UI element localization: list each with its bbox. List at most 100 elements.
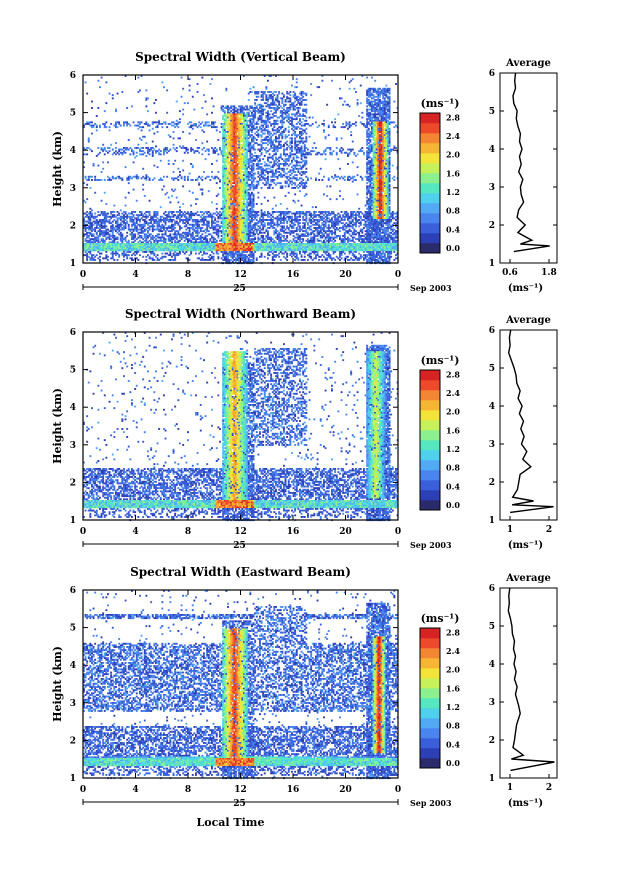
heatmap-cell xyxy=(172,246,175,249)
heatmap-cell xyxy=(134,225,137,228)
heatmap-cell xyxy=(225,225,228,228)
heatmap-cell xyxy=(177,230,180,233)
heatmap-cell xyxy=(132,211,135,213)
heatmap-cell xyxy=(86,249,89,252)
heatmap-cell xyxy=(230,159,233,162)
heatmap-cell xyxy=(139,247,141,250)
heatmap-cell xyxy=(100,211,103,213)
heatmap-cell xyxy=(97,247,100,250)
heatmap-cell xyxy=(183,147,186,149)
heatmap-cell xyxy=(175,100,178,103)
heatmap-cell xyxy=(84,251,87,253)
heatmap-cell xyxy=(207,150,210,153)
heatmap-cell xyxy=(223,193,226,196)
heatmap-cell xyxy=(204,150,207,153)
heatmap-cell xyxy=(225,217,228,220)
heatmap-cell xyxy=(220,225,223,228)
heatmap-cell xyxy=(182,212,185,215)
heatmap-cell xyxy=(230,135,233,138)
heatmap-cell xyxy=(169,225,172,228)
heatmap-cell xyxy=(223,132,226,135)
heatmap-cell xyxy=(92,249,95,252)
heatmap-cell xyxy=(207,190,210,193)
heatmap-cell xyxy=(156,225,159,228)
heatmap-cell xyxy=(279,259,282,261)
heatmap-cell xyxy=(223,147,226,149)
heatmap-cell xyxy=(115,230,117,233)
heatmap-cell xyxy=(103,233,106,236)
heatmap-cell xyxy=(211,201,213,204)
heatmap-cell xyxy=(196,227,199,229)
heatmap-cell xyxy=(225,143,228,146)
heatmap-cell xyxy=(209,244,212,247)
heatmap-cell xyxy=(222,167,225,170)
heatmap-cell xyxy=(124,238,127,241)
heatmap-cell xyxy=(135,246,138,249)
heatmap-cell xyxy=(230,127,233,130)
heatmap-cell xyxy=(222,220,225,223)
heatmap-cell xyxy=(230,233,233,236)
heatmap-cell xyxy=(235,175,237,178)
heatmap-cell xyxy=(159,236,162,239)
heatmap-cell xyxy=(163,243,165,245)
heatmap-cell xyxy=(212,255,215,258)
heatmap-cell xyxy=(135,251,138,253)
heatmap-cell xyxy=(119,247,122,250)
heatmap-cell xyxy=(163,150,165,153)
heatmap-cell xyxy=(91,257,93,260)
heatmap-cell xyxy=(116,238,119,241)
heatmap-cell xyxy=(121,244,124,247)
heatmap-cell xyxy=(222,239,225,242)
heatmap-cell xyxy=(215,233,218,236)
heatmap-cell xyxy=(235,142,237,145)
heatmap-cell xyxy=(219,214,221,217)
heatmap-cell xyxy=(113,236,116,239)
heatmap-cell xyxy=(227,260,229,263)
heatmap-cell xyxy=(231,158,234,161)
heatmap-cell xyxy=(110,241,113,244)
heatmap-cell xyxy=(105,217,108,220)
heatmap-cell xyxy=(230,121,233,124)
heatmap-cell xyxy=(177,247,180,250)
heatmap-cell xyxy=(231,230,234,233)
heatmap-cell xyxy=(163,246,165,249)
heatmap-cell xyxy=(107,215,109,218)
heatmap-cell xyxy=(91,225,93,228)
heatmap-cell xyxy=(209,249,212,252)
heatmap-cell xyxy=(227,238,229,241)
heatmap-cell xyxy=(254,238,257,241)
heatmap-cell xyxy=(180,249,183,252)
heatmap-cell xyxy=(126,107,129,109)
heatmap-cell xyxy=(183,244,186,247)
heatmap-cell xyxy=(115,126,117,129)
heatmap-cell xyxy=(223,244,226,247)
heatmap-cell xyxy=(190,121,193,124)
heatmap-cell xyxy=(217,247,220,250)
heatmap-cell xyxy=(99,214,101,217)
heatmap-cell xyxy=(129,124,132,127)
heatmap-cell xyxy=(171,177,173,180)
heatmap-cell xyxy=(254,151,257,154)
heatmap-cell xyxy=(159,179,162,181)
heatmap-cell xyxy=(223,222,226,225)
heatmap-cell xyxy=(233,171,236,173)
heatmap-cell xyxy=(231,211,234,213)
heatmap-cell xyxy=(233,220,236,223)
heatmap-cell xyxy=(161,246,164,249)
heatmap-cell xyxy=(126,251,129,253)
heatmap-cell xyxy=(91,150,93,153)
heatmap-cell xyxy=(123,247,125,250)
heatmap-cell xyxy=(118,233,121,236)
heatmap-cell xyxy=(83,220,85,223)
heatmap-cell xyxy=(182,214,185,217)
heatmap-cell xyxy=(225,257,228,260)
heatmap-cell xyxy=(164,217,167,220)
heatmap-cell xyxy=(159,219,162,221)
heatmap-cell xyxy=(196,177,199,180)
heatmap-cell xyxy=(236,127,239,130)
heatmap-cell xyxy=(148,239,151,242)
heatmap-cell xyxy=(235,126,237,129)
heatmap-cell xyxy=(84,220,87,223)
heatmap-cell xyxy=(107,179,109,181)
heatmap-cell xyxy=(151,257,154,260)
